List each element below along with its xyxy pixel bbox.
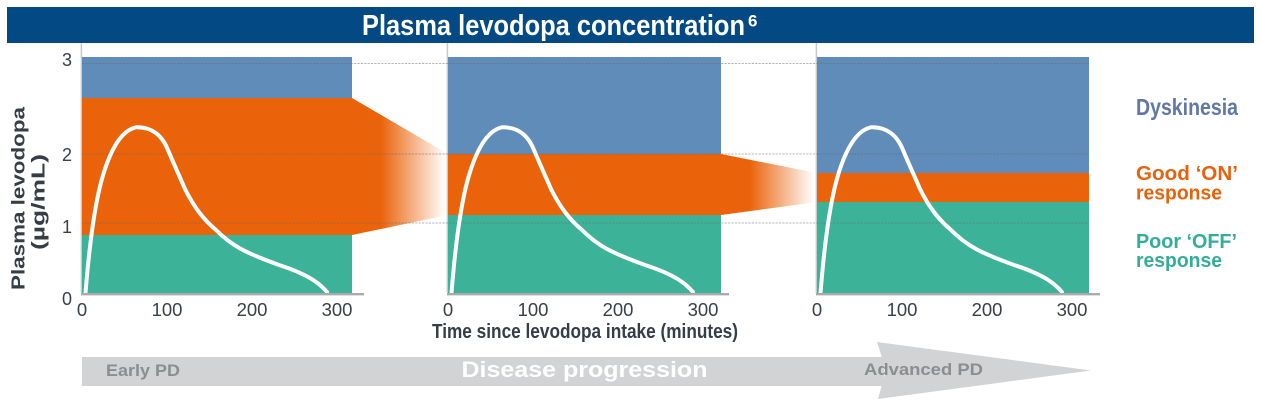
svg-text:(µg/mL): (µg/mL) bbox=[29, 154, 49, 250]
svg-text:6: 6 bbox=[748, 12, 757, 31]
svg-text:200: 200 bbox=[237, 299, 268, 320]
svg-text:200: 200 bbox=[603, 299, 634, 320]
svg-text:100: 100 bbox=[887, 299, 918, 320]
svg-text:Dyskinesia: Dyskinesia bbox=[1136, 94, 1238, 120]
svg-text:1: 1 bbox=[62, 217, 72, 237]
svg-text:3: 3 bbox=[62, 50, 72, 70]
svg-text:100: 100 bbox=[518, 299, 549, 320]
svg-text:200: 200 bbox=[972, 299, 1003, 320]
svg-text:Poor ‘OFF’: Poor ‘OFF’ bbox=[1136, 231, 1237, 253]
svg-text:response: response bbox=[1136, 250, 1222, 272]
svg-text:0: 0 bbox=[77, 299, 87, 320]
svg-text:Early PD: Early PD bbox=[106, 361, 180, 380]
svg-text:Plasma levodopa: Plasma levodopa bbox=[9, 106, 29, 290]
svg-text:Advanced PD: Advanced PD bbox=[864, 360, 983, 379]
svg-text:0: 0 bbox=[812, 299, 822, 320]
svg-text:Disease progression: Disease progression bbox=[462, 357, 708, 382]
svg-text:300: 300 bbox=[322, 299, 353, 320]
svg-text:Good ‘ON’: Good ‘ON’ bbox=[1136, 163, 1238, 185]
svg-text:0: 0 bbox=[62, 289, 72, 309]
svg-text:300: 300 bbox=[1057, 299, 1088, 320]
svg-text:300: 300 bbox=[688, 299, 719, 320]
svg-text:response: response bbox=[1136, 183, 1222, 205]
svg-text:100: 100 bbox=[152, 299, 183, 320]
svg-text:Plasma levodopa concentration: Plasma levodopa concentration bbox=[362, 10, 745, 42]
svg-text:0: 0 bbox=[443, 299, 453, 320]
svg-text:2: 2 bbox=[62, 145, 72, 165]
svg-text:Time since levodopa intake (mi: Time since levodopa intake (minutes) bbox=[432, 321, 738, 343]
